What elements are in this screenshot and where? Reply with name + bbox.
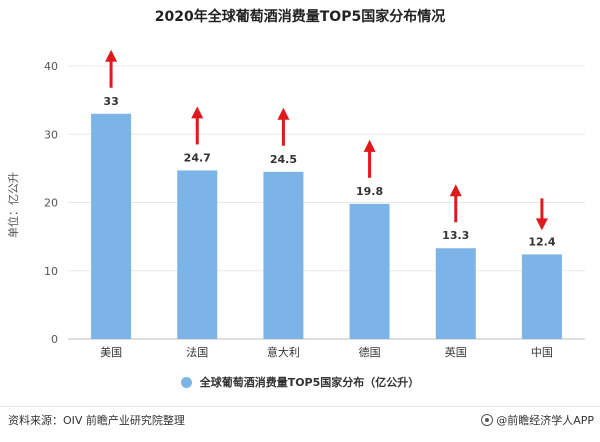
data-label: 24.7 [184, 151, 211, 164]
x-tick-label: 法国 [186, 345, 208, 359]
bar [349, 203, 390, 339]
brand-logo-icon [481, 414, 494, 426]
x-tick-label: 英国 [445, 345, 467, 359]
legend-label: 全球葡萄酒消费量TOP5国家分布（亿公升） [199, 376, 420, 389]
grid-lines [68, 65, 585, 340]
data-labels: 33 24.7 24.5 19.8 13.3 12.4 [103, 95, 555, 249]
y-tick-label: 20 [44, 197, 58, 210]
source-note: 资料来源：OIV 前瞻产业研究院整理 [8, 414, 185, 427]
bar [435, 248, 476, 339]
y-tick-label: 30 [44, 128, 58, 141]
bar [91, 113, 132, 340]
y-tick-label: 10 [44, 265, 58, 278]
x-tick-label: 美国 [100, 346, 122, 359]
data-label: 24.5 [270, 153, 297, 166]
y-tick-label: 40 [44, 60, 58, 73]
arrow-up-icon [191, 106, 204, 145]
brand-label: @前瞻经济学人APP [496, 414, 594, 427]
chart-title: 2020年全球葡萄酒消费量TOP5国家分布情况 [154, 9, 446, 25]
arrow-down-icon [535, 198, 548, 231]
legend: 全球葡萄酒消费量TOP5国家分布（亿公升） [0, 372, 600, 392]
x-tick-label: 中国 [531, 346, 553, 359]
arrow-up-icon [105, 49, 118, 88]
axes: 0 10 20 30 40 美国 法国 意大利 德国 英国 中国 [44, 60, 553, 359]
brand-credit: @前瞻经济学人APP [481, 412, 594, 428]
legend-swatch [180, 376, 192, 388]
bar [521, 254, 562, 339]
trend-arrows [105, 49, 548, 231]
bars [91, 113, 562, 340]
arrow-up-icon [449, 184, 462, 223]
x-tick-label: 德国 [359, 345, 381, 359]
data-label: 19.8 [356, 185, 383, 198]
arrow-up-icon [363, 139, 376, 178]
arrow-up-icon [277, 107, 290, 146]
y-tick-label: 0 [51, 333, 58, 346]
data-label: 12.4 [528, 235, 555, 248]
data-label: 33 [103, 95, 118, 108]
bar [177, 170, 218, 339]
x-tick-label: 意大利 [267, 345, 300, 359]
y-axis-label: 单位：亿公升 [6, 172, 20, 238]
bar [263, 171, 304, 339]
data-label: 13.3 [442, 229, 469, 242]
footer-divider [0, 406, 600, 407]
